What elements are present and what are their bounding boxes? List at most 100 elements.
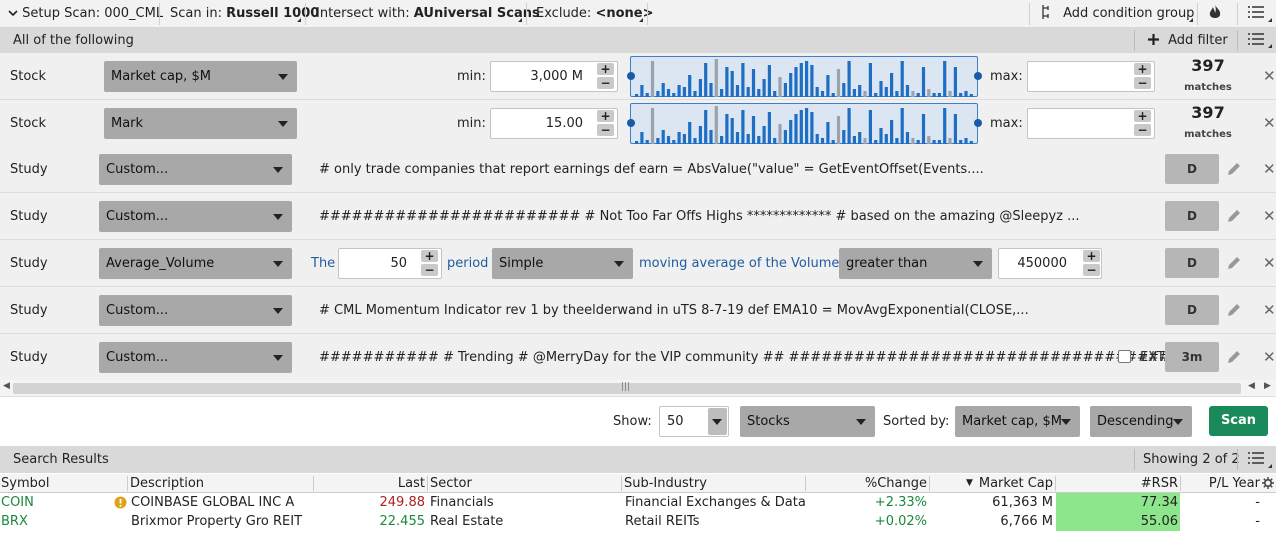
study-dropdown[interactable]: Custom... [99, 342, 292, 373]
study-dropdown[interactable]: Average_Volume [99, 248, 292, 279]
max-input[interactable] [1027, 108, 1155, 139]
study-dropdown[interactable]: Custom... [99, 154, 292, 185]
increment-button[interactable]: + [1134, 63, 1151, 75]
distribution-histogram[interactable] [630, 103, 978, 144]
setup-scan-menu[interactable]: Setup Scan: 000_CML [8, 0, 163, 28]
sort-field-dropdown[interactable]: Market cap, $M [955, 406, 1080, 437]
remove-filter-button[interactable]: ✕ [1263, 348, 1276, 366]
decrement-button[interactable]: − [597, 124, 614, 136]
col-sub-industry[interactable]: Sub-Industry [624, 476, 707, 491]
scroll-left-icon[interactable]: ◀ [3, 381, 10, 391]
scroll-left-icon[interactable]: ◀ [1248, 381, 1255, 391]
range-handle-min[interactable] [627, 72, 635, 80]
earnings-alert-icon[interactable] [114, 496, 127, 509]
add-condition-group-button[interactable]: Add condition group [1041, 0, 1194, 28]
range-handle-max[interactable] [974, 119, 982, 127]
increment-button[interactable]: + [1134, 110, 1151, 122]
sort-order-value: Descending [1097, 414, 1174, 429]
intersect-selector[interactable]: Intersect with: AUniversal Scans [316, 0, 540, 28]
col-description[interactable]: Description [130, 476, 205, 491]
filter-field-dropdown[interactable]: Market cap, $M [104, 61, 297, 92]
histogram-bar [805, 61, 809, 97]
scan-button[interactable]: Scan [1209, 406, 1268, 436]
col-symbol[interactable]: Symbol [1, 476, 50, 491]
study-dropdown[interactable]: Custom... [99, 295, 292, 326]
exclude-label: Exclude: [536, 6, 592, 21]
decrement-button[interactable]: − [597, 77, 614, 89]
histogram-bar [890, 73, 894, 97]
col-market-cap[interactable]: Market Cap [978, 476, 1053, 491]
col-change[interactable]: %Change [864, 476, 927, 491]
histogram-bar [943, 61, 947, 97]
increment-button[interactable]: + [597, 63, 614, 75]
add-filter-button[interactable]: Add filter [1147, 28, 1228, 53]
col-sector[interactable]: Sector [430, 476, 472, 491]
study-code-preview: # only trade companies that report earni… [319, 162, 984, 177]
exclude-value: <none> [595, 6, 654, 21]
pencil-icon[interactable] [1225, 348, 1243, 366]
histogram-bar [842, 130, 846, 144]
universe-dropdown[interactable]: Stocks [740, 406, 875, 437]
table-row[interactable]: COIN COINBASE GLOBAL INC A 249.88 Financ… [0, 493, 1276, 512]
aggregation-button[interactable]: D [1165, 295, 1219, 325]
max-input[interactable] [1027, 61, 1155, 92]
col-last[interactable]: Last [397, 476, 425, 491]
col-pl-year[interactable]: P/L Year [1208, 476, 1260, 491]
histogram-bar [757, 89, 761, 97]
histogram-bar [959, 93, 963, 97]
decrement-button[interactable]: − [1134, 77, 1151, 89]
aggregation-button[interactable]: 3m [1165, 342, 1219, 372]
remove-filter-button[interactable]: ✕ [1263, 254, 1276, 272]
hot-scan-button[interactable] [1208, 0, 1222, 28]
pencil-icon[interactable] [1225, 160, 1243, 178]
table-row[interactable]: BRX Brixmor Property Gro REIT 22.455 Rea… [0, 512, 1276, 531]
aggregation-button[interactable]: D [1165, 248, 1219, 278]
show-count-dropdown-button[interactable] [708, 408, 727, 435]
histogram-bar [858, 85, 862, 97]
topbar-menu-button[interactable] [1248, 0, 1264, 28]
remove-filter-button[interactable]: ✕ [1263, 114, 1276, 132]
remove-filter-button[interactable]: ✕ [1263, 67, 1276, 85]
increment-button[interactable]: + [597, 110, 614, 122]
study-dropdown[interactable]: Custom... [99, 201, 292, 232]
comparison-dropdown[interactable]: greater than [839, 248, 992, 279]
remove-filter-button[interactable]: ✕ [1263, 207, 1276, 225]
increment-button[interactable]: + [1083, 250, 1100, 262]
range-handle-min[interactable] [627, 119, 635, 127]
pencil-icon[interactable] [1225, 207, 1243, 225]
decrement-button[interactable]: − [421, 264, 438, 276]
filters-menu-button[interactable] [1248, 28, 1264, 53]
min-input[interactable]: 15.00 [490, 108, 618, 139]
min-input[interactable]: 3,000 M [490, 61, 618, 92]
average-type-dropdown[interactable]: Simple [492, 248, 633, 279]
row-last: 249.88 [379, 495, 426, 510]
decrement-button[interactable]: − [1134, 124, 1151, 136]
decrement-button[interactable]: − [1083, 264, 1100, 276]
histogram-bar [661, 130, 665, 144]
pencil-icon[interactable] [1225, 301, 1243, 319]
aggregation-button[interactable]: D [1165, 154, 1219, 184]
pencil-icon[interactable] [1225, 254, 1243, 272]
scan-in-selector[interactable]: Scan in: Russell 1000 [170, 0, 319, 28]
remove-filter-button[interactable]: ✕ [1263, 301, 1276, 319]
results-menu-button[interactable] [1248, 446, 1264, 473]
ext-checkbox[interactable] [1118, 350, 1131, 363]
filter-field-dropdown[interactable]: Mark [104, 108, 297, 139]
scroll-right-icon[interactable]: ▶ [1264, 381, 1271, 391]
row-symbol[interactable]: BRX [1, 514, 28, 529]
row-symbol[interactable]: COIN [1, 495, 34, 510]
match-count-value: 397 [1191, 103, 1225, 122]
histogram-bar [884, 134, 888, 144]
histogram-bar [964, 91, 968, 97]
scroll-thumb[interactable] [13, 383, 1241, 394]
exclude-selector[interactable]: Exclude: <none> [536, 0, 654, 28]
aggregation-button[interactable]: D [1165, 201, 1219, 231]
range-handle-max[interactable] [974, 72, 982, 80]
col-rsr[interactable]: #RSR [1140, 476, 1178, 491]
sort-order-dropdown[interactable]: Descending [1090, 406, 1192, 437]
gear-icon[interactable] [1262, 477, 1274, 489]
increment-button[interactable]: + [421, 250, 438, 262]
remove-filter-button[interactable]: ✕ [1263, 160, 1276, 178]
horizontal-scrollbar[interactable]: ◀ ||| ◀ ▶ [0, 380, 1276, 397]
distribution-histogram[interactable] [630, 56, 978, 97]
